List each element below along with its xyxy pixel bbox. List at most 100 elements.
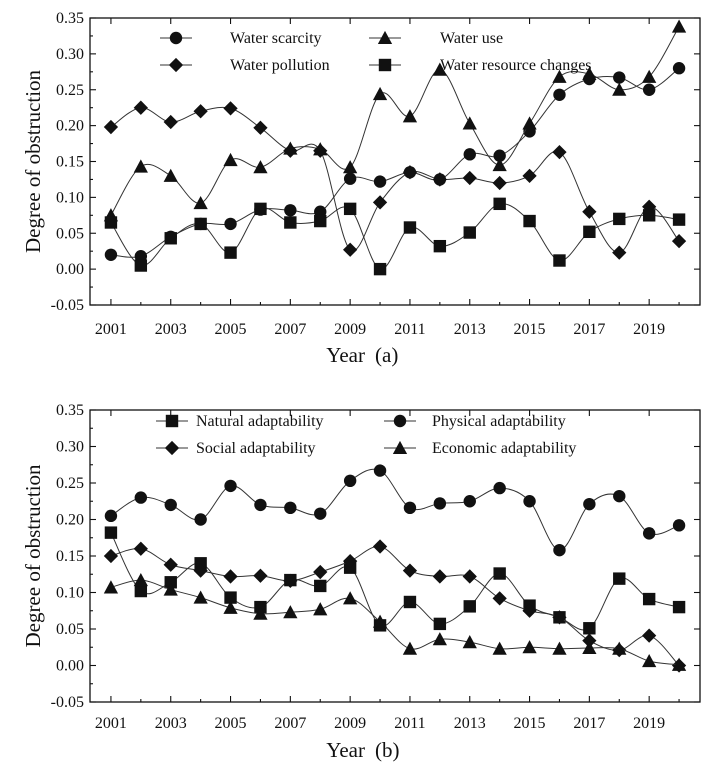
y-tick-label: 0.15 (56, 154, 84, 171)
data-point-water-use (402, 109, 418, 123)
x-axis-title: Year (326, 343, 365, 367)
data-point-water-pollution (582, 204, 597, 219)
data-point-natural-adaptability (164, 576, 177, 589)
data-point-physical-adaptability (553, 543, 566, 557)
data-point-economic-adaptability (671, 657, 687, 671)
data-point-economic-adaptability (223, 600, 238, 614)
x-tick-label: 2007 (274, 321, 306, 338)
legend-marker-natural-adaptability (165, 414, 179, 428)
data-point-water-resource-changes (104, 216, 118, 229)
data-point-water-pollution (432, 172, 447, 187)
data-point-economic-adaptability (522, 640, 537, 654)
panel-label: (a) (375, 343, 398, 367)
data-point-physical-adaptability (284, 501, 297, 515)
data-point-water-use (462, 116, 477, 130)
data-point-natural-adaptability (672, 600, 686, 614)
x-tick-label: 2009 (334, 321, 366, 338)
series-line-water-use (110, 26, 680, 216)
y-tick-label: 0.35 (56, 402, 84, 419)
data-point-physical-adaptability (463, 495, 476, 508)
x-tick-label: 2019 (633, 715, 665, 732)
data-point-physical-adaptability (164, 498, 177, 512)
x-tick-label: 2005 (215, 321, 247, 338)
data-point-economic-adaptability (193, 590, 208, 604)
data-point-social-adaptability (582, 633, 597, 648)
data-point-water-scarcity (493, 149, 506, 162)
data-point-physical-adaptability (194, 513, 207, 526)
data-point-water-scarcity (104, 248, 118, 261)
y-tick-label: -0.05 (51, 297, 84, 314)
data-point-social-adaptability (522, 603, 537, 618)
data-point-economic-adaptability (103, 580, 119, 594)
data-point-water-resource-changes (493, 197, 506, 211)
data-point-water-pollution (253, 120, 268, 135)
x-tick-label: 2017 (573, 321, 605, 338)
data-point-water-use (522, 116, 537, 130)
series-water-use (103, 19, 687, 222)
data-point-water-scarcity (553, 88, 566, 101)
data-point-water-resource-changes (463, 226, 476, 239)
data-point-natural-adaptability (433, 617, 447, 631)
data-point-physical-adaptability (642, 527, 656, 540)
legend-label: Social adaptability (196, 440, 316, 457)
data-point-natural-adaptability (493, 567, 506, 580)
series-water-scarcity (104, 62, 686, 263)
data-point-water-pollution (283, 143, 298, 158)
x-tick-label: 2011 (394, 715, 425, 732)
data-point-physical-adaptability (403, 501, 417, 515)
y-tick-label: 0.05 (56, 225, 84, 242)
series-social-adaptability (103, 539, 687, 673)
y-tick-label: -0.05 (51, 694, 84, 711)
legend-marker-water-use (377, 30, 393, 45)
x-tick-label: 2001 (95, 321, 127, 338)
legend-item-water-scarcity: Water scarcity (160, 30, 322, 47)
data-point-social-adaptability (103, 548, 119, 564)
data-point-water-resource-changes (284, 216, 297, 229)
data-point-natural-adaptability (224, 591, 237, 604)
x-tick-label: 2005 (215, 715, 247, 732)
y-tick-label: 0.30 (56, 439, 84, 456)
data-point-physical-adaptability (613, 489, 626, 503)
legend-item-physical-adaptability: Physical adaptability (384, 413, 566, 430)
data-point-social-adaptability (552, 610, 567, 625)
data-point-water-resource-changes (224, 246, 237, 259)
data-point-water-use (223, 152, 238, 167)
series-water-resource-changes (104, 197, 686, 276)
chart-panel-b: -0.05 0.00 0.05 0.10 0.15 0.20 0.25 0.30 0.35 200… (21, 402, 701, 762)
y-tick-label: 0.10 (56, 189, 84, 206)
data-point-social-adaptability (492, 591, 507, 606)
x-tick-label: 2017 (573, 715, 605, 732)
data-point-natural-adaptability (613, 572, 626, 585)
data-point-social-adaptability (313, 564, 328, 580)
data-point-economic-adaptability (432, 632, 447, 646)
data-point-physical-adaptability (343, 474, 357, 488)
legend-item-social-adaptability: Social adaptability (156, 440, 316, 457)
legend-marker-physical-adaptability (393, 414, 407, 428)
data-point-water-scarcity (613, 71, 626, 84)
data-point-economic-adaptability (133, 572, 148, 587)
data-point-water-use (552, 69, 567, 83)
panel-label: (b) (375, 738, 400, 762)
data-point-water-scarcity (314, 205, 327, 218)
plot-frame (89, 17, 701, 306)
data-point-water-pollution (612, 245, 627, 260)
legend-label: Water use (440, 30, 503, 47)
y-tick-label: 0.00 (56, 658, 84, 675)
data-point-water-resource-changes (403, 221, 417, 234)
data-point-physical-adaptability (104, 509, 118, 523)
data-point-economic-adaptability (283, 605, 298, 619)
data-point-natural-adaptability (642, 592, 656, 606)
legend-item-water-resource-changes: Water resource changes (369, 57, 592, 74)
data-point-water-resource-changes (642, 209, 656, 222)
legend-marker-water-resource-changes (378, 58, 392, 72)
data-point-economic-adaptability (313, 602, 328, 616)
data-point-natural-adaptability (104, 526, 118, 539)
x-tick-label: 2007 (274, 715, 306, 732)
data-point-water-pollution (372, 195, 388, 210)
legend-label: Economic adaptability (432, 440, 576, 457)
data-point-social-adaptability (432, 569, 447, 584)
y-tick-label: 0.05 (56, 621, 84, 638)
data-point-water-resource-changes (672, 213, 686, 226)
y-tick-label: 0.10 (56, 585, 84, 602)
